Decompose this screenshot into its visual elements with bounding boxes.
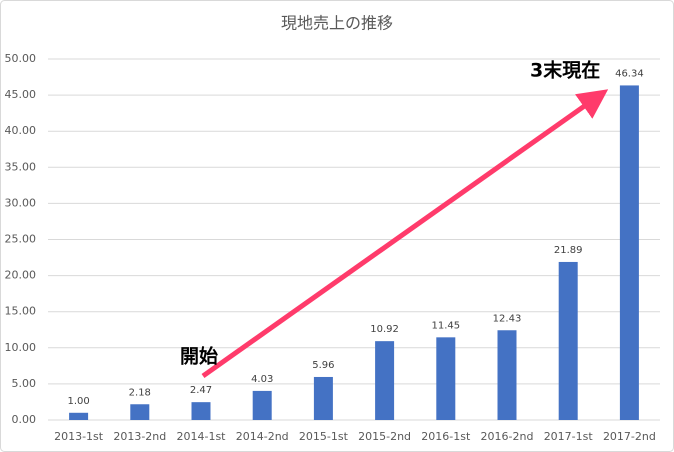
value-label: 10.92 — [370, 324, 399, 335]
x-tick-label: 2017-2nd — [603, 430, 656, 443]
value-label: 1.00 — [67, 396, 89, 407]
bar — [436, 337, 456, 420]
y-tick-label: 40.00 — [5, 124, 37, 137]
bar — [252, 390, 272, 420]
value-label: 5.96 — [312, 360, 334, 371]
value-label: 11.45 — [431, 320, 460, 331]
y-tick-label: 45.00 — [5, 88, 37, 101]
y-tick-label: 30.00 — [5, 196, 37, 209]
x-tick-label: 2013-2nd — [113, 430, 166, 443]
bar — [619, 85, 639, 420]
x-tick-label: 2017-1st — [544, 430, 594, 443]
bar — [69, 412, 89, 420]
y-tick-label: 25.00 — [5, 233, 37, 246]
x-tick-label: 2015-2nd — [358, 430, 411, 443]
x-tick-label: 2014-1st — [176, 430, 226, 443]
y-tick-label: 50.00 — [5, 52, 37, 65]
bar — [497, 330, 517, 420]
y-tick-label: 15.00 — [5, 305, 37, 318]
bar — [191, 402, 211, 420]
y-tick-label: 5.00 — [12, 377, 37, 390]
value-label: 21.89 — [554, 245, 583, 256]
value-label: 2.18 — [129, 387, 151, 398]
value-label: 2.47 — [190, 385, 212, 396]
y-tick-label: 35.00 — [5, 160, 37, 173]
annotation: 開始 — [180, 345, 218, 368]
x-tick-label: 2013-1st — [54, 430, 104, 443]
bar — [375, 341, 395, 420]
x-tick-label: 2015-1st — [299, 430, 349, 443]
bar — [313, 376, 333, 420]
plot: 0.00 5.00 10.00 15.00 20.00 25.00 30.00 35.00 40… — [5, 52, 660, 443]
x-tick-label: 2014-2nd — [236, 430, 289, 443]
y-tick-label: 10.00 — [5, 341, 37, 354]
value-label: 12.43 — [493, 313, 522, 324]
bar — [558, 261, 578, 420]
y-tick-label: 20.00 — [5, 269, 37, 282]
x-tick-label: 2016-1st — [421, 430, 471, 443]
y-tick-label: 0.00 — [12, 413, 37, 426]
value-label: 4.03 — [251, 374, 273, 385]
bar — [130, 404, 150, 420]
chart-title: 現地売上の推移 — [281, 14, 393, 33]
x-tick-label: 2016-2nd — [481, 430, 534, 443]
arrow — [201, 89, 609, 379]
value-label: 46.34 — [615, 68, 644, 79]
annotation: 3末現在 — [530, 59, 600, 82]
